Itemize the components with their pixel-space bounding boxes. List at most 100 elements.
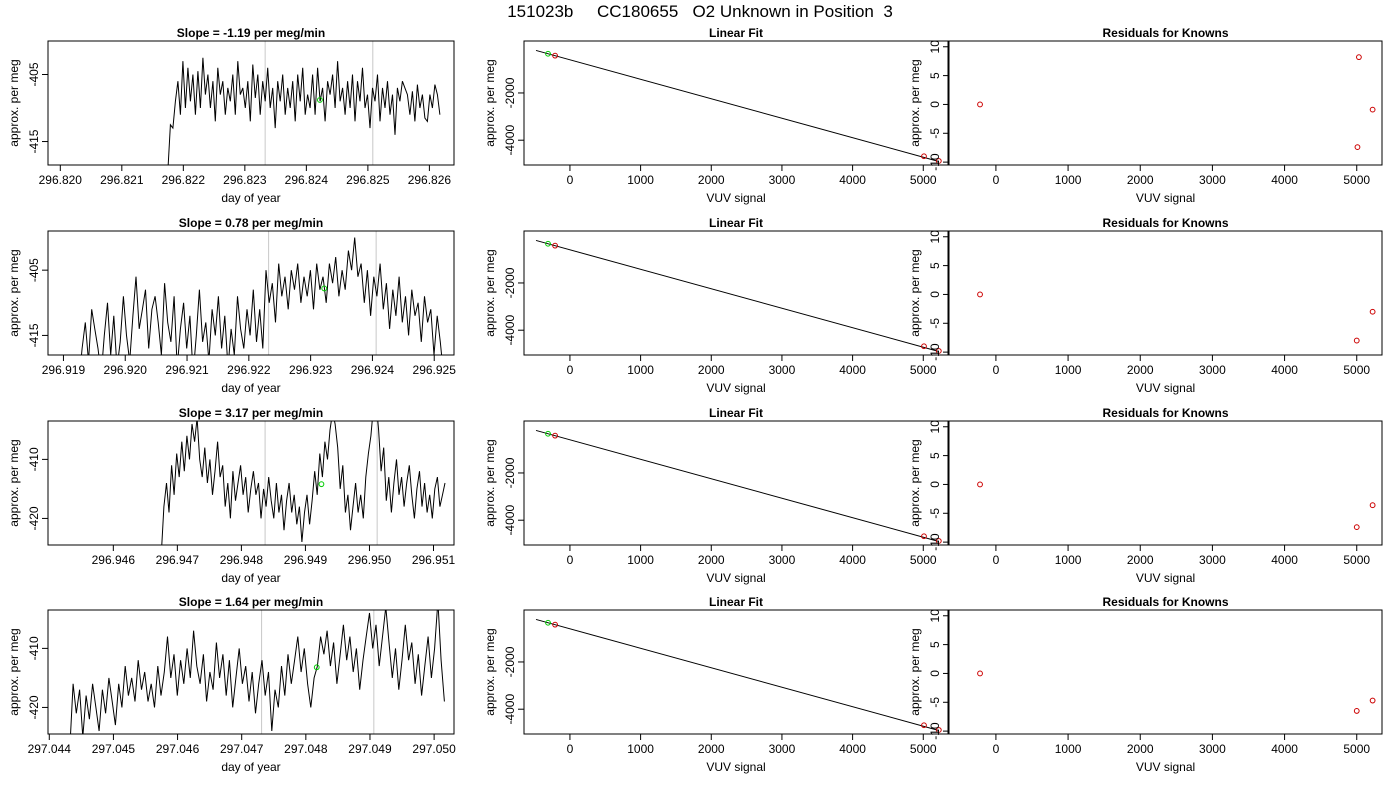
x-tick-label: 5000	[910, 742, 937, 756]
y-tick-label: 10	[928, 609, 942, 623]
chart-panel-r4-c2: Linear Fit VUV signal approx. per meg 0 1000…	[483, 595, 949, 774]
known-point	[1369, 106, 1376, 113]
y-tick-label: 0	[928, 101, 942, 108]
y-axis-label: approx. per meg	[908, 249, 922, 336]
known-point	[1369, 502, 1376, 509]
x-tick-label: 1000	[1055, 173, 1082, 187]
x-tick-label: 5000	[1343, 742, 1370, 756]
known-point	[935, 727, 942, 733]
unknown-point	[321, 285, 328, 292]
known-point	[921, 533, 927, 540]
y-tick-label: -5	[928, 697, 942, 708]
x-tick-label: 4000	[839, 173, 866, 187]
fit-line	[535, 49, 939, 162]
x-tick-label: 2000	[1127, 173, 1154, 187]
unknown-point	[545, 50, 551, 57]
x-tick-label: 296.921	[165, 363, 209, 377]
known-point	[552, 242, 558, 249]
x-tick-label: 296.922	[227, 363, 271, 377]
x-axis-label: VUV signal	[706, 571, 765, 585]
x-tick-label: 296.951	[412, 553, 456, 567]
known-point	[921, 722, 927, 729]
y-tick-label: -2000	[503, 267, 517, 298]
chart-title: Residuals for Knowns	[1102, 595, 1228, 609]
y-axis-label: approx. per meg	[483, 59, 497, 146]
x-tick-label: 5000	[910, 363, 937, 377]
y-axis-label: approx. per meg	[908, 59, 922, 146]
x-tick-label: 4000	[1271, 363, 1298, 377]
chart-title: Slope = 0.78 per meg/min	[179, 216, 323, 230]
y-axis-label: approx. per meg	[908, 628, 922, 715]
unknown-point	[318, 481, 325, 488]
x-tick-label: 0	[993, 742, 1000, 756]
x-axis-label: VUV signal	[1136, 381, 1195, 395]
unknown-point	[545, 430, 551, 437]
x-tick-label: 3000	[1199, 742, 1226, 756]
y-tick-label: -410	[27, 447, 41, 471]
x-tick-label: 2000	[698, 363, 725, 377]
x-tick-label: 2000	[698, 553, 725, 567]
x-tick-label: 1000	[1055, 553, 1082, 567]
x-axis-label: VUV signal	[706, 381, 765, 395]
x-tick-label: 296.948	[220, 553, 264, 567]
known-point	[1369, 308, 1376, 315]
known-point	[921, 153, 927, 160]
y-tick-label: -4000	[503, 315, 517, 346]
x-axis-label: day of year	[221, 760, 280, 774]
y-tick-label: -10	[928, 153, 942, 171]
chart-panel-r2-c3: Residuals for Knowns VUV signal approx. pe…	[908, 216, 1383, 395]
chart-panel-r4-c1: Slope = 1.64 per meg/min day of year appro…	[7, 595, 456, 774]
x-tick-label: 4000	[839, 363, 866, 377]
x-tick-label: 0	[993, 173, 1000, 187]
x-tick-label: 297.050	[412, 742, 456, 756]
chart-title: Residuals for Knowns	[1102, 26, 1228, 40]
y-tick-label: 5	[928, 72, 942, 79]
y-tick-label: -410	[27, 636, 41, 660]
y-tick-label: 5	[928, 641, 942, 648]
y-tick-label: -2000	[503, 646, 517, 677]
x-tick-label: 296.821	[100, 173, 144, 187]
x-tick-label: 297.046	[156, 742, 200, 756]
chart-panel-r1-c2: Linear Fit VUV signal approx. per meg 0 1000…	[483, 26, 949, 205]
x-tick-label: 1000	[627, 363, 654, 377]
fit-line	[535, 239, 939, 352]
unknown-point	[545, 619, 551, 626]
x-tick-label: 5000	[1343, 553, 1370, 567]
y-tick-label: -2000	[503, 457, 517, 488]
chart-panel-r1-c1: Slope = -1.19 per meg/min day of year appr…	[7, 26, 455, 205]
x-tick-label: 0	[567, 742, 574, 756]
x-axis-label: VUV signal	[706, 760, 765, 774]
x-tick-label: 296.825	[346, 173, 390, 187]
y-tick-label: -5	[928, 318, 942, 329]
x-axis-label: VUV signal	[1136, 191, 1195, 205]
chart-panel-r3-c2: Linear Fit VUV signal approx. per meg 0 1000…	[483, 406, 949, 585]
chart-title: Residuals for Knowns	[1102, 216, 1228, 230]
chart-title: Slope = 3.17 per meg/min	[179, 406, 323, 420]
y-tick-label: -405	[27, 62, 41, 86]
x-tick-label: 296.923	[289, 363, 333, 377]
chart-title: Residuals for Knowns	[1102, 406, 1228, 420]
signal-trace	[161, 421, 446, 545]
y-tick-label: -4000	[503, 505, 517, 536]
y-tick-label: -415	[27, 323, 41, 347]
chart-panel-r2-c1: Slope = 0.78 per meg/min day of year appro…	[7, 216, 456, 395]
x-tick-label: 296.826	[408, 173, 452, 187]
plot-area	[977, 291, 1376, 344]
x-tick-label: 0	[993, 363, 1000, 377]
x-tick-label: 1000	[1055, 742, 1082, 756]
plot-area	[977, 54, 1376, 151]
x-tick-label: 0	[993, 553, 1000, 567]
x-tick-label: 0	[567, 363, 574, 377]
plot-area	[535, 429, 942, 544]
x-tick-label: 2000	[1127, 742, 1154, 756]
plot-area	[535, 239, 942, 354]
y-tick-label: 0	[928, 481, 942, 488]
known-point	[1369, 697, 1376, 704]
x-tick-label: 296.947	[156, 553, 200, 567]
known-point	[552, 52, 558, 59]
x-tick-label: 5000	[1343, 363, 1370, 377]
x-tick-label: 2000	[698, 173, 725, 187]
plot-frame	[523, 230, 949, 356]
plot-frame	[47, 420, 455, 546]
chart-panel-r1-c3: Residuals for Knowns VUV signal approx. pe…	[908, 26, 1383, 205]
